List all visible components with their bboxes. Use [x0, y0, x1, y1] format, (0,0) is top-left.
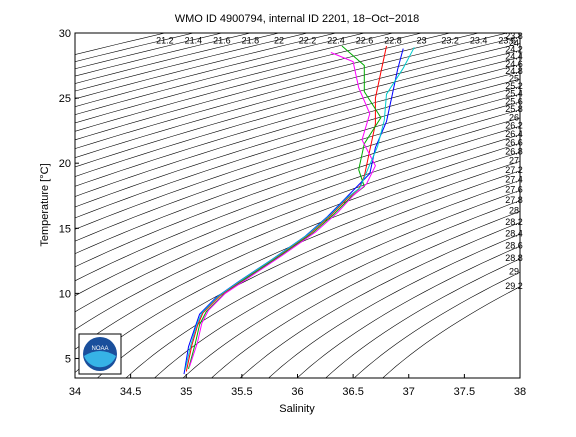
x-axis-label: Salinity	[279, 403, 315, 415]
contour-label: 29	[509, 267, 519, 277]
y-tick-label: 25	[59, 93, 71, 105]
logo-text: NOAA	[91, 346, 108, 352]
contour-label: 23	[417, 35, 427, 45]
contour-label: 23.4	[470, 35, 488, 45]
y-tick-label: 5	[65, 353, 71, 365]
contour-label: 22.4	[327, 35, 345, 45]
x-tick-label: 35.5	[231, 386, 252, 398]
contour-label: 27.6	[505, 185, 523, 195]
contour-label: 27.2	[505, 165, 523, 175]
contour-label: 22.6	[356, 35, 374, 45]
contour-label: 21.2	[156, 35, 174, 45]
contour-label: 28.2	[505, 217, 523, 227]
contour-label: 21.6	[213, 35, 231, 45]
x-tick-label: 34.5	[120, 386, 141, 398]
contour-label: 23.2	[441, 35, 459, 45]
y-tick-label: 10	[59, 288, 71, 300]
x-tick-label: 36.5	[342, 386, 363, 398]
x-tick-label: 34	[69, 386, 81, 398]
noaa-logo: NOAA	[79, 334, 121, 374]
contour-label: 28.4	[505, 228, 523, 238]
contour-label: 27.8	[505, 195, 523, 205]
x-tick-label: 36	[291, 386, 303, 398]
chart-title: WMO ID 4900794, internal ID 2201, 18−Oct…	[175, 13, 420, 25]
x-tick-label: 35	[180, 386, 192, 398]
x-tick-label: 37	[403, 386, 415, 398]
contour-label: 22.8	[384, 35, 402, 45]
contour-label: 28	[509, 206, 519, 216]
y-tick-label: 20	[59, 158, 71, 170]
contour-label: 28.6	[505, 240, 523, 250]
y-tick-label: 30	[59, 28, 71, 40]
contour-label: 22	[274, 35, 284, 45]
contour-label: 28.8	[505, 253, 523, 263]
contour-label: 27.4	[505, 175, 523, 185]
contour-label: 21.8	[242, 35, 260, 45]
y-axis-label: Temperature [°C]	[39, 163, 51, 246]
x-tick-label: 38	[514, 386, 526, 398]
x-tick-label: 37.5	[454, 386, 475, 398]
contour-label: 22.2	[299, 35, 317, 45]
contour-label: 29.2	[505, 281, 523, 291]
contour-label: 21.4	[185, 35, 203, 45]
y-tick-label: 15	[59, 223, 71, 235]
